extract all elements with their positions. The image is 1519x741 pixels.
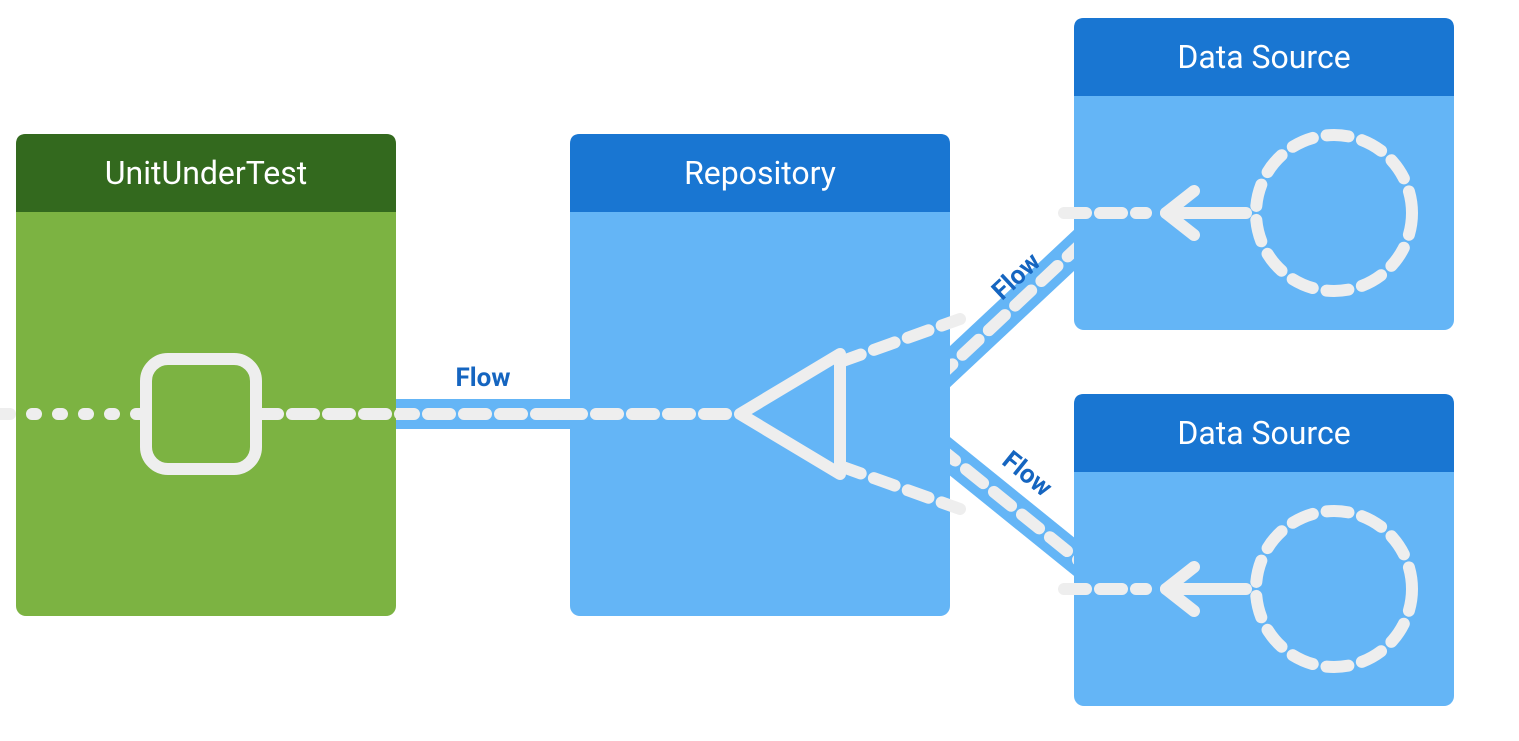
data-source-bottom-box: Data Source bbox=[1064, 394, 1454, 706]
data-source-top-box-title: Data Source bbox=[1177, 38, 1350, 76]
repository-box: Repository bbox=[560, 134, 960, 616]
flow-label: Flow bbox=[456, 363, 511, 393]
data-source-top-box: Data Source bbox=[1064, 18, 1454, 330]
unit-under-test-box-title: UnitUnderTest bbox=[105, 154, 307, 192]
unit-under-test-box: UnitUnderTest bbox=[6, 134, 406, 616]
data-source-bottom-box-title: Data Source bbox=[1177, 414, 1350, 452]
repository-box-title: Repository bbox=[684, 154, 836, 192]
